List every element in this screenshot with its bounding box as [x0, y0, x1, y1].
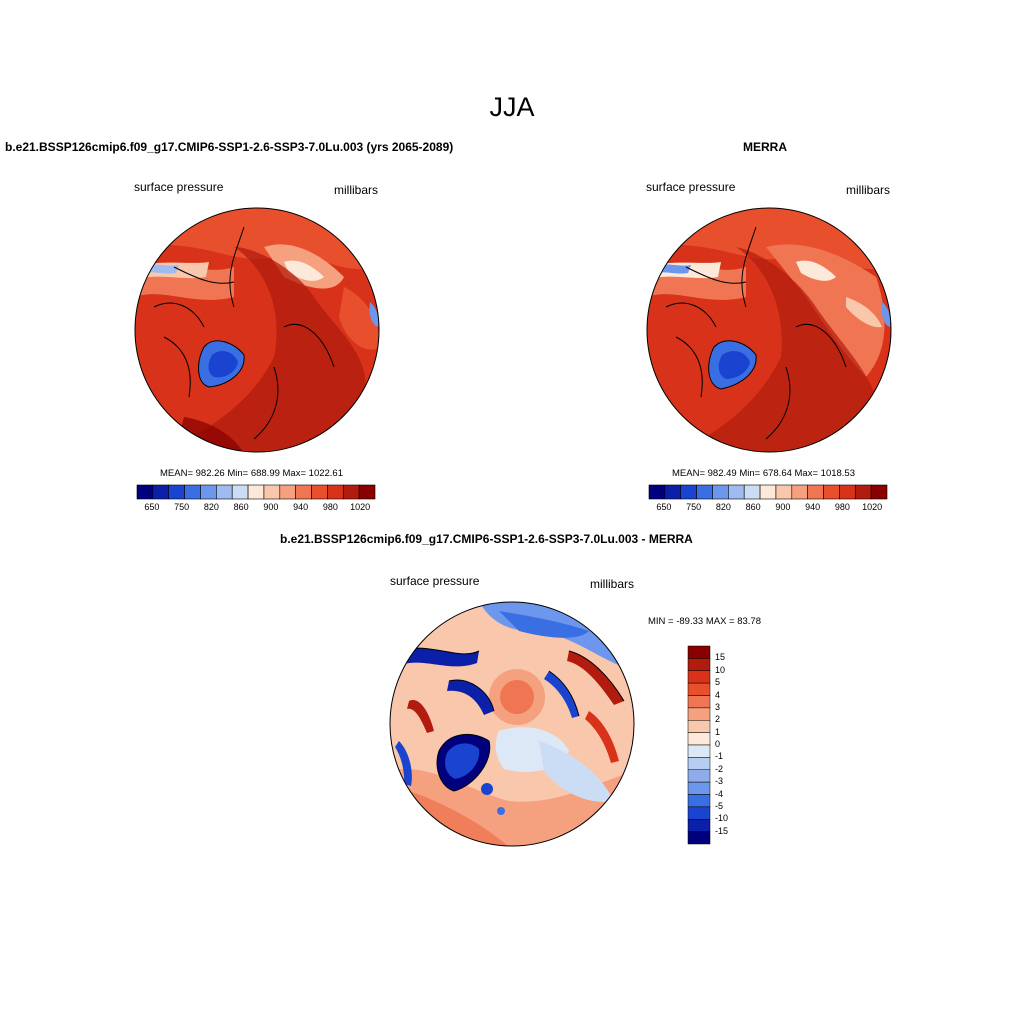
colorbar-tick-label: -3 — [715, 776, 724, 787]
colorbar-swatch — [687, 794, 711, 808]
colorbar-tick-label: -10 — [715, 813, 729, 824]
colorbar-tick-label: 900 — [263, 502, 279, 512]
colorbar-tick-label: 980 — [834, 502, 850, 512]
colorbar-swatch — [680, 484, 697, 500]
panel-3-colorbar — [687, 645, 711, 845]
colorbar-swatch — [687, 831, 711, 845]
colorbar-tick-label: 750 — [174, 502, 190, 512]
colorbar-swatch — [295, 484, 312, 500]
colorbar-tick-label: 3 — [715, 701, 721, 712]
colorbar-tick-label: 15 — [715, 652, 726, 663]
colorbar-swatch — [279, 484, 296, 500]
colorbar-tick-label: 2 — [715, 714, 721, 725]
colorbar-swatch — [696, 484, 713, 500]
colorbar-tick-label: 820 — [203, 502, 219, 512]
colorbar-swatch — [687, 769, 711, 783]
panel-2-colorbar — [648, 484, 888, 500]
colorbar-swatch — [687, 695, 711, 709]
panel-1-stats: MEAN= 982.26 Min= 688.99 Max= 1022.61 — [160, 468, 343, 479]
colorbar-swatch — [687, 682, 711, 696]
colorbar-tick-label: 1 — [715, 726, 721, 737]
colorbar-tick-label: -5 — [715, 800, 724, 811]
colorbar-tick-label: 750 — [686, 502, 702, 512]
colorbar-swatch — [712, 484, 729, 500]
colorbar-swatch — [807, 484, 824, 500]
colorbar-swatch — [854, 484, 872, 500]
colorbar-swatch — [184, 484, 201, 500]
colorbar-swatch — [728, 484, 745, 500]
colorbar-tick-label: 940 — [293, 502, 309, 512]
colorbar-swatch — [168, 484, 185, 500]
colorbar-swatch — [311, 484, 328, 500]
colorbar-swatch — [263, 484, 281, 500]
colorbar-tick-label: 940 — [805, 502, 821, 512]
colorbar-tick-label: 860 — [745, 502, 761, 512]
colorbar-swatch — [327, 484, 344, 500]
panel-1-variable: surface pressure — [134, 180, 224, 194]
colorbar-tick-label: 980 — [322, 502, 338, 512]
colorbar-tick-label: 860 — [233, 502, 249, 512]
colorbar-swatch — [687, 732, 711, 746]
colorbar-swatch — [136, 484, 154, 500]
colorbar-swatch — [200, 484, 217, 500]
colorbar-swatch — [743, 484, 761, 500]
colorbar-tick-label: 0 — [715, 739, 721, 749]
panel-1-units: millibars — [334, 183, 379, 197]
colorbar-swatch — [687, 819, 711, 832]
colorbar-tick-label: 10 — [715, 664, 726, 675]
colorbar-tick-label: -4 — [715, 788, 724, 799]
colorbar-tick-label: 1020 — [350, 502, 371, 512]
colorbar-tick-label: -2 — [715, 763, 724, 774]
colorbar-swatch — [664, 484, 682, 500]
colorbar-swatch — [231, 484, 249, 500]
panel-2-title: MERRA — [743, 140, 787, 154]
colorbar-swatch — [648, 484, 666, 500]
colorbar-swatch — [687, 720, 711, 733]
colorbar-swatch — [870, 484, 888, 500]
colorbar-swatch — [342, 484, 360, 500]
colorbar-swatch — [839, 484, 856, 500]
colorbar-swatch — [216, 484, 233, 500]
panel-3-polar-map — [389, 601, 635, 847]
colorbar-swatch — [247, 484, 265, 500]
colorbar-tick-label: 1020 — [862, 502, 883, 512]
colorbar-swatch — [823, 484, 840, 500]
colorbar-swatch — [687, 658, 711, 671]
colorbar-tick-label: -1 — [715, 751, 724, 762]
panel-3-title: b.e21.BSSP126cmip6.f09_g17.CMIP6-SSP1-2.… — [280, 532, 693, 546]
colorbar-swatch — [687, 645, 711, 659]
colorbar-swatch — [152, 484, 170, 500]
colorbar-swatch — [687, 744, 711, 758]
colorbar-swatch — [687, 781, 711, 795]
panel-2-units: millibars — [846, 183, 891, 197]
colorbar-tick-label: 900 — [775, 502, 791, 512]
figure-title: JJA — [489, 92, 535, 122]
colorbar-swatch — [358, 484, 376, 500]
colorbar-tick-label: -15 — [715, 825, 729, 836]
colorbar-swatch — [791, 484, 808, 500]
colorbar-tick-label: 5 — [715, 677, 721, 688]
colorbar-tick-label: 650 — [656, 502, 672, 512]
panel-1-colorbar — [136, 484, 376, 500]
panel-2-polar-map — [646, 207, 892, 453]
colorbar-swatch — [687, 757, 711, 770]
panel-2-stats: MEAN= 982.49 Min= 678.64 Max= 1018.53 — [672, 468, 855, 479]
colorbar-tick-label: 4 — [715, 689, 721, 700]
panel-1-title: b.e21.BSSP126cmip6.f09_g17.CMIP6-SSP1-2.… — [5, 140, 454, 154]
colorbar-tick-label: 650 — [144, 502, 160, 512]
colorbar-swatch — [775, 484, 793, 500]
colorbar-swatch — [687, 707, 711, 721]
colorbar-swatch — [759, 484, 777, 500]
panel-3-units: millibars — [590, 577, 635, 591]
colorbar-tick-label: 820 — [715, 502, 731, 512]
panel-1-polar-map — [134, 207, 380, 453]
panel-3-stats: MIN = -89.33 MAX = 83.78 — [648, 616, 762, 627]
colorbar-swatch — [687, 806, 711, 820]
colorbar-swatch — [687, 670, 711, 684]
panel-3-variable: surface pressure — [390, 574, 480, 588]
panel-2-variable: surface pressure — [646, 180, 736, 194]
